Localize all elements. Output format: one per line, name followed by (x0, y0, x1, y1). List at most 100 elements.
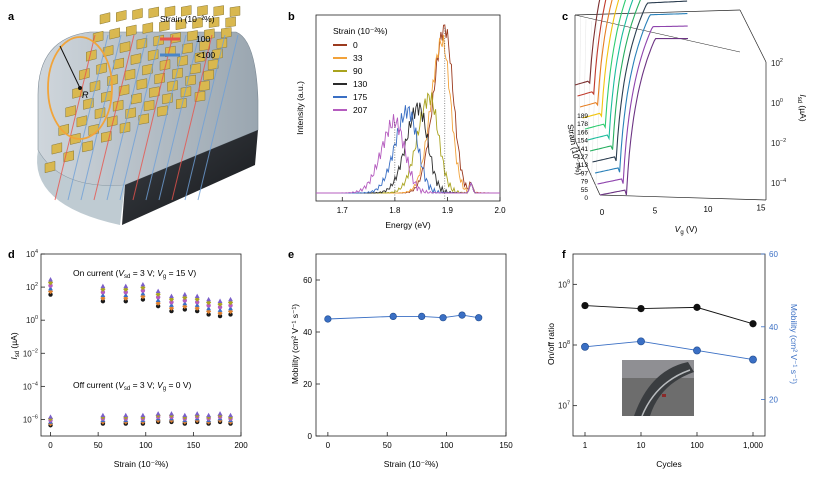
radius-label: R (82, 90, 89, 100)
bending-radius-center (78, 86, 82, 90)
panel-c-strain-label: 166 (577, 129, 588, 136)
interconnect-line (197, 34, 239, 201)
panel-f-mobility-line (584, 340, 754, 361)
device-cell (164, 5, 176, 18)
interconnect-line (132, 34, 174, 201)
panel-c-curve-97 (592, 0, 688, 163)
panel-c-curve-141 (584, 0, 627, 130)
panel-e-line (327, 314, 479, 320)
panel-c-curve-189 (574, 0, 601, 86)
interconnect-line (67, 34, 109, 201)
device-cell (138, 113, 149, 125)
panel-f-ytick-right-label: 40 (769, 323, 778, 332)
device-cell (225, 16, 236, 28)
panel-b-legend-label: 0 (353, 40, 358, 50)
panel-e-point (418, 312, 426, 321)
panel-c-strain-label: 0 (584, 195, 588, 202)
panel-c-gridline (587, 21, 592, 168)
panel-f-onoff-point (637, 305, 645, 313)
panel-f-chart: 1 10 100 1,000 109 108 107 20 40 60 Cycles On/off… (546, 250, 799, 469)
bending-radius-circle (47, 36, 113, 140)
panel-d-on-point (140, 293, 146, 300)
panel-c-ztick-label: 10−4 (771, 178, 786, 188)
panel-c-gridline (591, 23, 598, 177)
panel-c-curve-178 (577, 0, 607, 97)
device-cell (197, 5, 208, 17)
panel-c-xtick-label: 10 (704, 205, 713, 214)
panel-b-series-207 (316, 114, 500, 195)
panel-c-strain-label: 154 (577, 138, 588, 145)
panel-d-off-point (194, 411, 200, 416)
device-cell (119, 41, 131, 53)
panel-letter-d: d (8, 249, 15, 261)
panel-d-on-point (182, 307, 188, 312)
panel-d-on-point (100, 292, 106, 297)
panel-f-mobility-point (581, 342, 589, 351)
panel-a-legend-title: Strain (10⁻²%) (160, 14, 215, 24)
panel-d-chart: 0 50 100 150 200 104 102 100 10−2 10−4 10−6 On cur… (9, 249, 248, 469)
panel-d-on-point (227, 299, 234, 306)
panel-f-ytick-left-label: 109 (558, 279, 570, 289)
panel-c-curve-55 (597, 25, 688, 185)
device-cell (181, 5, 192, 17)
device-cell (136, 78, 148, 90)
panel-e-ytick-label: 40 (303, 328, 312, 337)
panel-e-xtick-label: 150 (499, 441, 513, 450)
panel-letter-c: c (562, 11, 568, 23)
panel-d-on-point (228, 303, 233, 308)
panel-d-on-point (123, 295, 129, 301)
panel-letter-b: b (288, 11, 295, 23)
panel-d-on-point (194, 299, 200, 305)
panel-c-ztick-label: 100 (771, 98, 783, 108)
panel-d-on-point (206, 303, 211, 308)
panel-b-legend-label: 33 (353, 53, 363, 63)
panel-d-on-point (182, 291, 188, 297)
device-cell (185, 74, 196, 86)
panel-d-on-point (206, 312, 211, 317)
panel-d-on-point (168, 296, 175, 302)
device-cell (58, 123, 69, 136)
panel-b-legend-label: 90 (353, 66, 363, 76)
panel-e-xtick-label: 100 (440, 441, 454, 450)
panel-d-on-point (182, 298, 188, 303)
panel-c-edge (599, 194, 767, 201)
device-cell (126, 24, 137, 37)
panel-d-on-point (155, 297, 161, 302)
panel-d-on-point (48, 285, 53, 291)
panel-d-ytick-label: 10−6 (23, 414, 38, 424)
panel-e-point (324, 315, 332, 323)
panel-c-xtick-label: 15 (757, 204, 766, 213)
panel-f-xtick-label: 100 (690, 441, 704, 450)
device-cell (187, 30, 198, 42)
panel-f-ytick-right-label: 20 (769, 396, 778, 405)
panel-d-on-point (169, 299, 174, 305)
panel-d-on-point (155, 294, 161, 300)
panel-d-on-point (217, 298, 223, 303)
panel-d-off-point (217, 411, 223, 416)
panel-d-on-point (155, 303, 161, 309)
panel-e-point (475, 314, 483, 322)
panel-c-strain-label: 178 (577, 121, 588, 128)
panel-d-off-point (140, 412, 146, 418)
device-cell (221, 27, 232, 39)
panel-d-ylabel: Isd (µA) (9, 332, 21, 359)
device-cell (99, 12, 111, 25)
panel-d-on-point (140, 297, 146, 302)
panel-f-xtick-label: 1 (583, 441, 588, 450)
device-array-grid (44, 5, 241, 201)
panel-d-on-point (123, 292, 129, 297)
panel-c-curve-154 (582, 0, 620, 119)
panel-d-on-point (206, 296, 212, 302)
panel-e-chart: 0 50 100 150 0 20 40 60 Strain (10⁻²%) Mobility… (290, 253, 513, 469)
panel-c-gridline (583, 19, 587, 159)
device-photo-inset (622, 360, 694, 417)
panel-b-legend-label: 207 (353, 105, 367, 115)
panel-b-legend-label: 130 (353, 79, 367, 89)
panel-d-xtick-label: 200 (234, 441, 248, 450)
panel-e-xtick-label: 0 (326, 441, 331, 450)
panel-f-xlabel: Cycles (656, 459, 682, 469)
panel-d-on-point (140, 282, 146, 287)
panel-c-xtick-label: 0 (600, 208, 605, 217)
panel-d-on-point (100, 290, 106, 295)
device-cell (109, 27, 120, 40)
